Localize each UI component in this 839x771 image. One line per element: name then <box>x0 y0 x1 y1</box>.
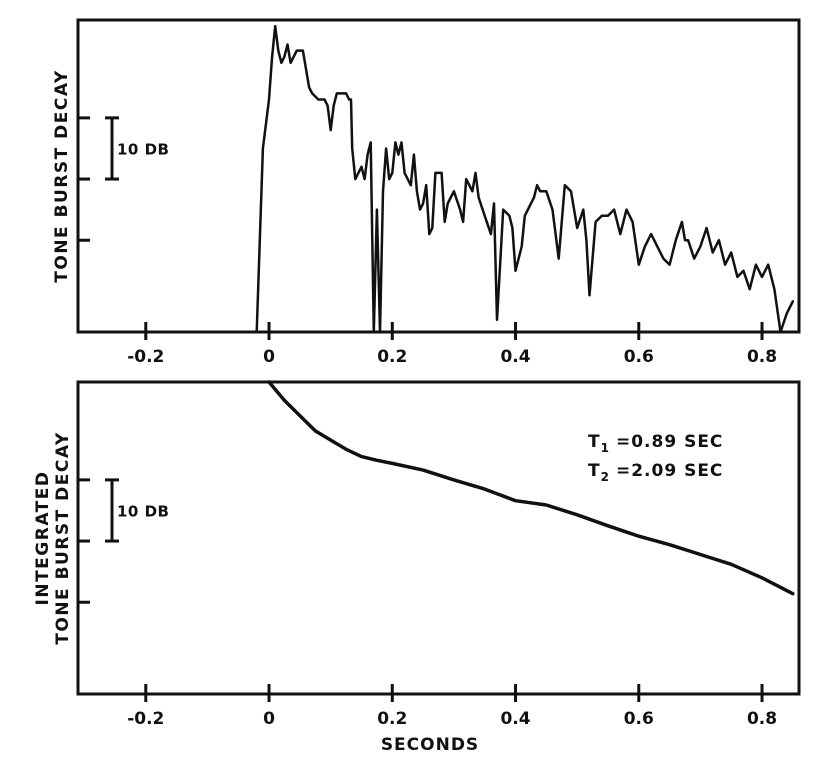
t1-annotation: T1 =0.89 SEC <box>588 432 723 455</box>
top-scale-bar-label: 10 DB <box>117 140 169 158</box>
bottom-plot-frame <box>76 380 801 696</box>
top-x-ticks: -0.2 0 0.2 0.4 0.6 0.8 <box>127 322 777 367</box>
bottom-scale-bar: 10 DB <box>105 478 169 543</box>
top-plot-frame <box>76 18 801 334</box>
bottom-scale-bar-label: 10 DB <box>117 502 169 520</box>
x-tick-label-2: 0.2 <box>377 347 407 367</box>
top-y-ticks <box>78 116 90 242</box>
x-axis-label: SECONDS <box>381 735 479 755</box>
x-tick-label-0: -0.2 <box>127 709 164 729</box>
t2-symbol: T <box>588 461 601 481</box>
t2-value: =2.09 SEC <box>616 461 723 481</box>
integrated-decay-line <box>267 380 795 596</box>
bottom-x-ticks: -0.2 0 0.2 0.4 0.6 0.8 <box>127 684 777 729</box>
bottom-y-axis-label-line2: TONE BURST DECAY <box>53 431 73 644</box>
x-tick-label-1: 0 <box>263 347 275 367</box>
x-tick-label-4: 0.6 <box>624 347 654 367</box>
x-tick-label-0: -0.2 <box>127 347 164 367</box>
x-tick-label-5: 0.8 <box>747 709 777 729</box>
t2-subscript: 2 <box>601 470 610 484</box>
x-tick-label-3: 0.4 <box>500 709 530 729</box>
t1-symbol: T <box>588 432 601 452</box>
t2-annotation: T2 =2.09 SEC <box>588 461 723 484</box>
x-tick-label-5: 0.8 <box>747 347 777 367</box>
bottom-y-ticks <box>78 478 90 604</box>
t1-subscript: 1 <box>601 441 610 455</box>
x-tick-label-4: 0.6 <box>624 709 654 729</box>
top-scale-bar: 10 DB <box>105 116 169 181</box>
x-tick-label-3: 0.4 <box>500 347 530 367</box>
bottom-panel: -0.2 0 0.2 0.4 0.6 0.8 10 DB INTEGRATED TONE … <box>33 380 801 755</box>
x-tick-label-1: 0 <box>263 709 275 729</box>
x-tick-label-2: 0.2 <box>377 709 407 729</box>
decay-time-annotations: T1 =0.89 SEC T2 =2.09 SEC <box>588 432 723 484</box>
top-y-axis-label: TONE BURST DECAY <box>52 69 72 282</box>
t1-value: =0.89 SEC <box>616 432 723 452</box>
tone-burst-decay-line <box>255 24 795 334</box>
top-panel: -0.2 0 0.2 0.4 0.6 0.8 10 DB TONE BURST DECAY <box>52 18 801 367</box>
bottom-y-axis-label-line1: INTEGRATED <box>33 471 53 606</box>
